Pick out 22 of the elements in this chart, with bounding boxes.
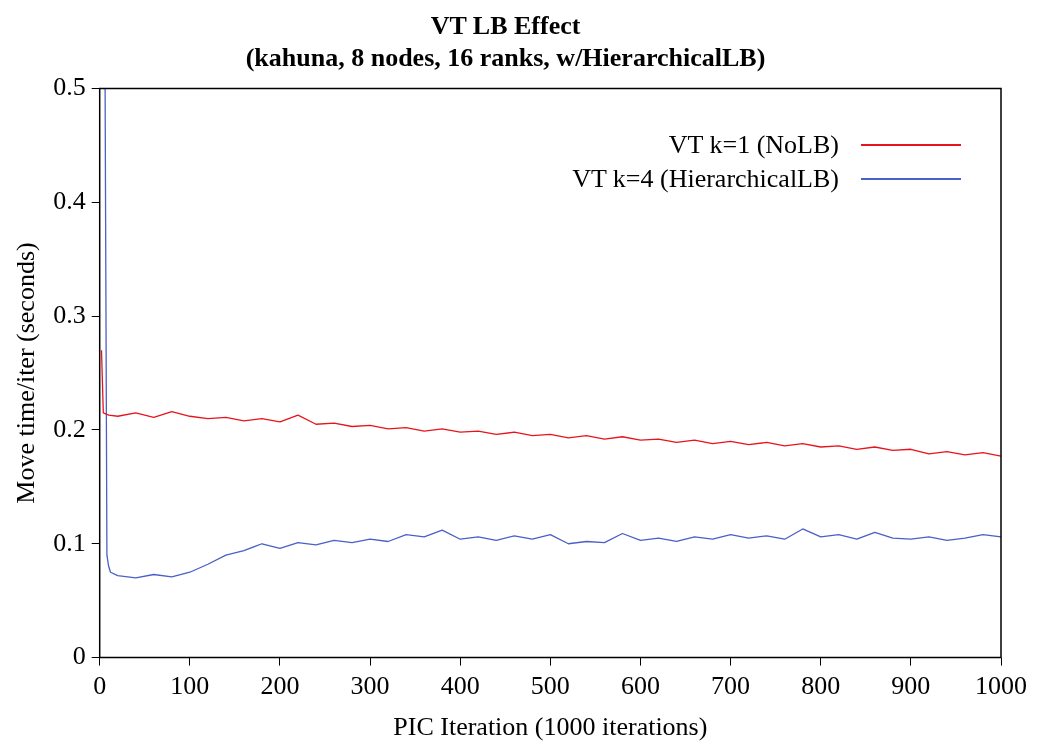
x-axis-title: PIC Iteration (1000 iterations) [393,712,708,742]
x-tick-label: 0 [93,671,107,701]
y-tick-label: 0.1 [53,527,86,557]
legend-label: VT k=4 (HierarchicalLB) [572,163,839,195]
y-tick-label: 0.5 [53,72,86,102]
legend-label: VT k=1 (NoLB) [668,129,839,161]
x-tick-label: 300 [350,671,390,701]
x-tick-label: 200 [260,671,300,701]
x-tick-label: 400 [440,671,480,701]
x-tick-label: 600 [620,671,660,701]
y-tick-label: 0.4 [53,186,86,216]
x-tick-label: 500 [530,671,570,701]
chart-title: VT LB Effect (kahuna, 8 nodes, 16 ranks, w/HierarchicalLB) [245,11,766,72]
y-tick-label: 0.2 [53,413,86,443]
y-tick-label: 0 [72,641,86,671]
x-tick-label: 1000 [975,671,1027,701]
x-tick-label: 900 [891,671,931,701]
x-tick-label: 800 [801,671,841,701]
x-tick-label: 100 [170,671,210,701]
y-axis-title: Move time/iter (seconds) [11,242,41,504]
y-tick-label: 0.3 [53,299,86,329]
x-tick-label: 700 [711,671,751,701]
